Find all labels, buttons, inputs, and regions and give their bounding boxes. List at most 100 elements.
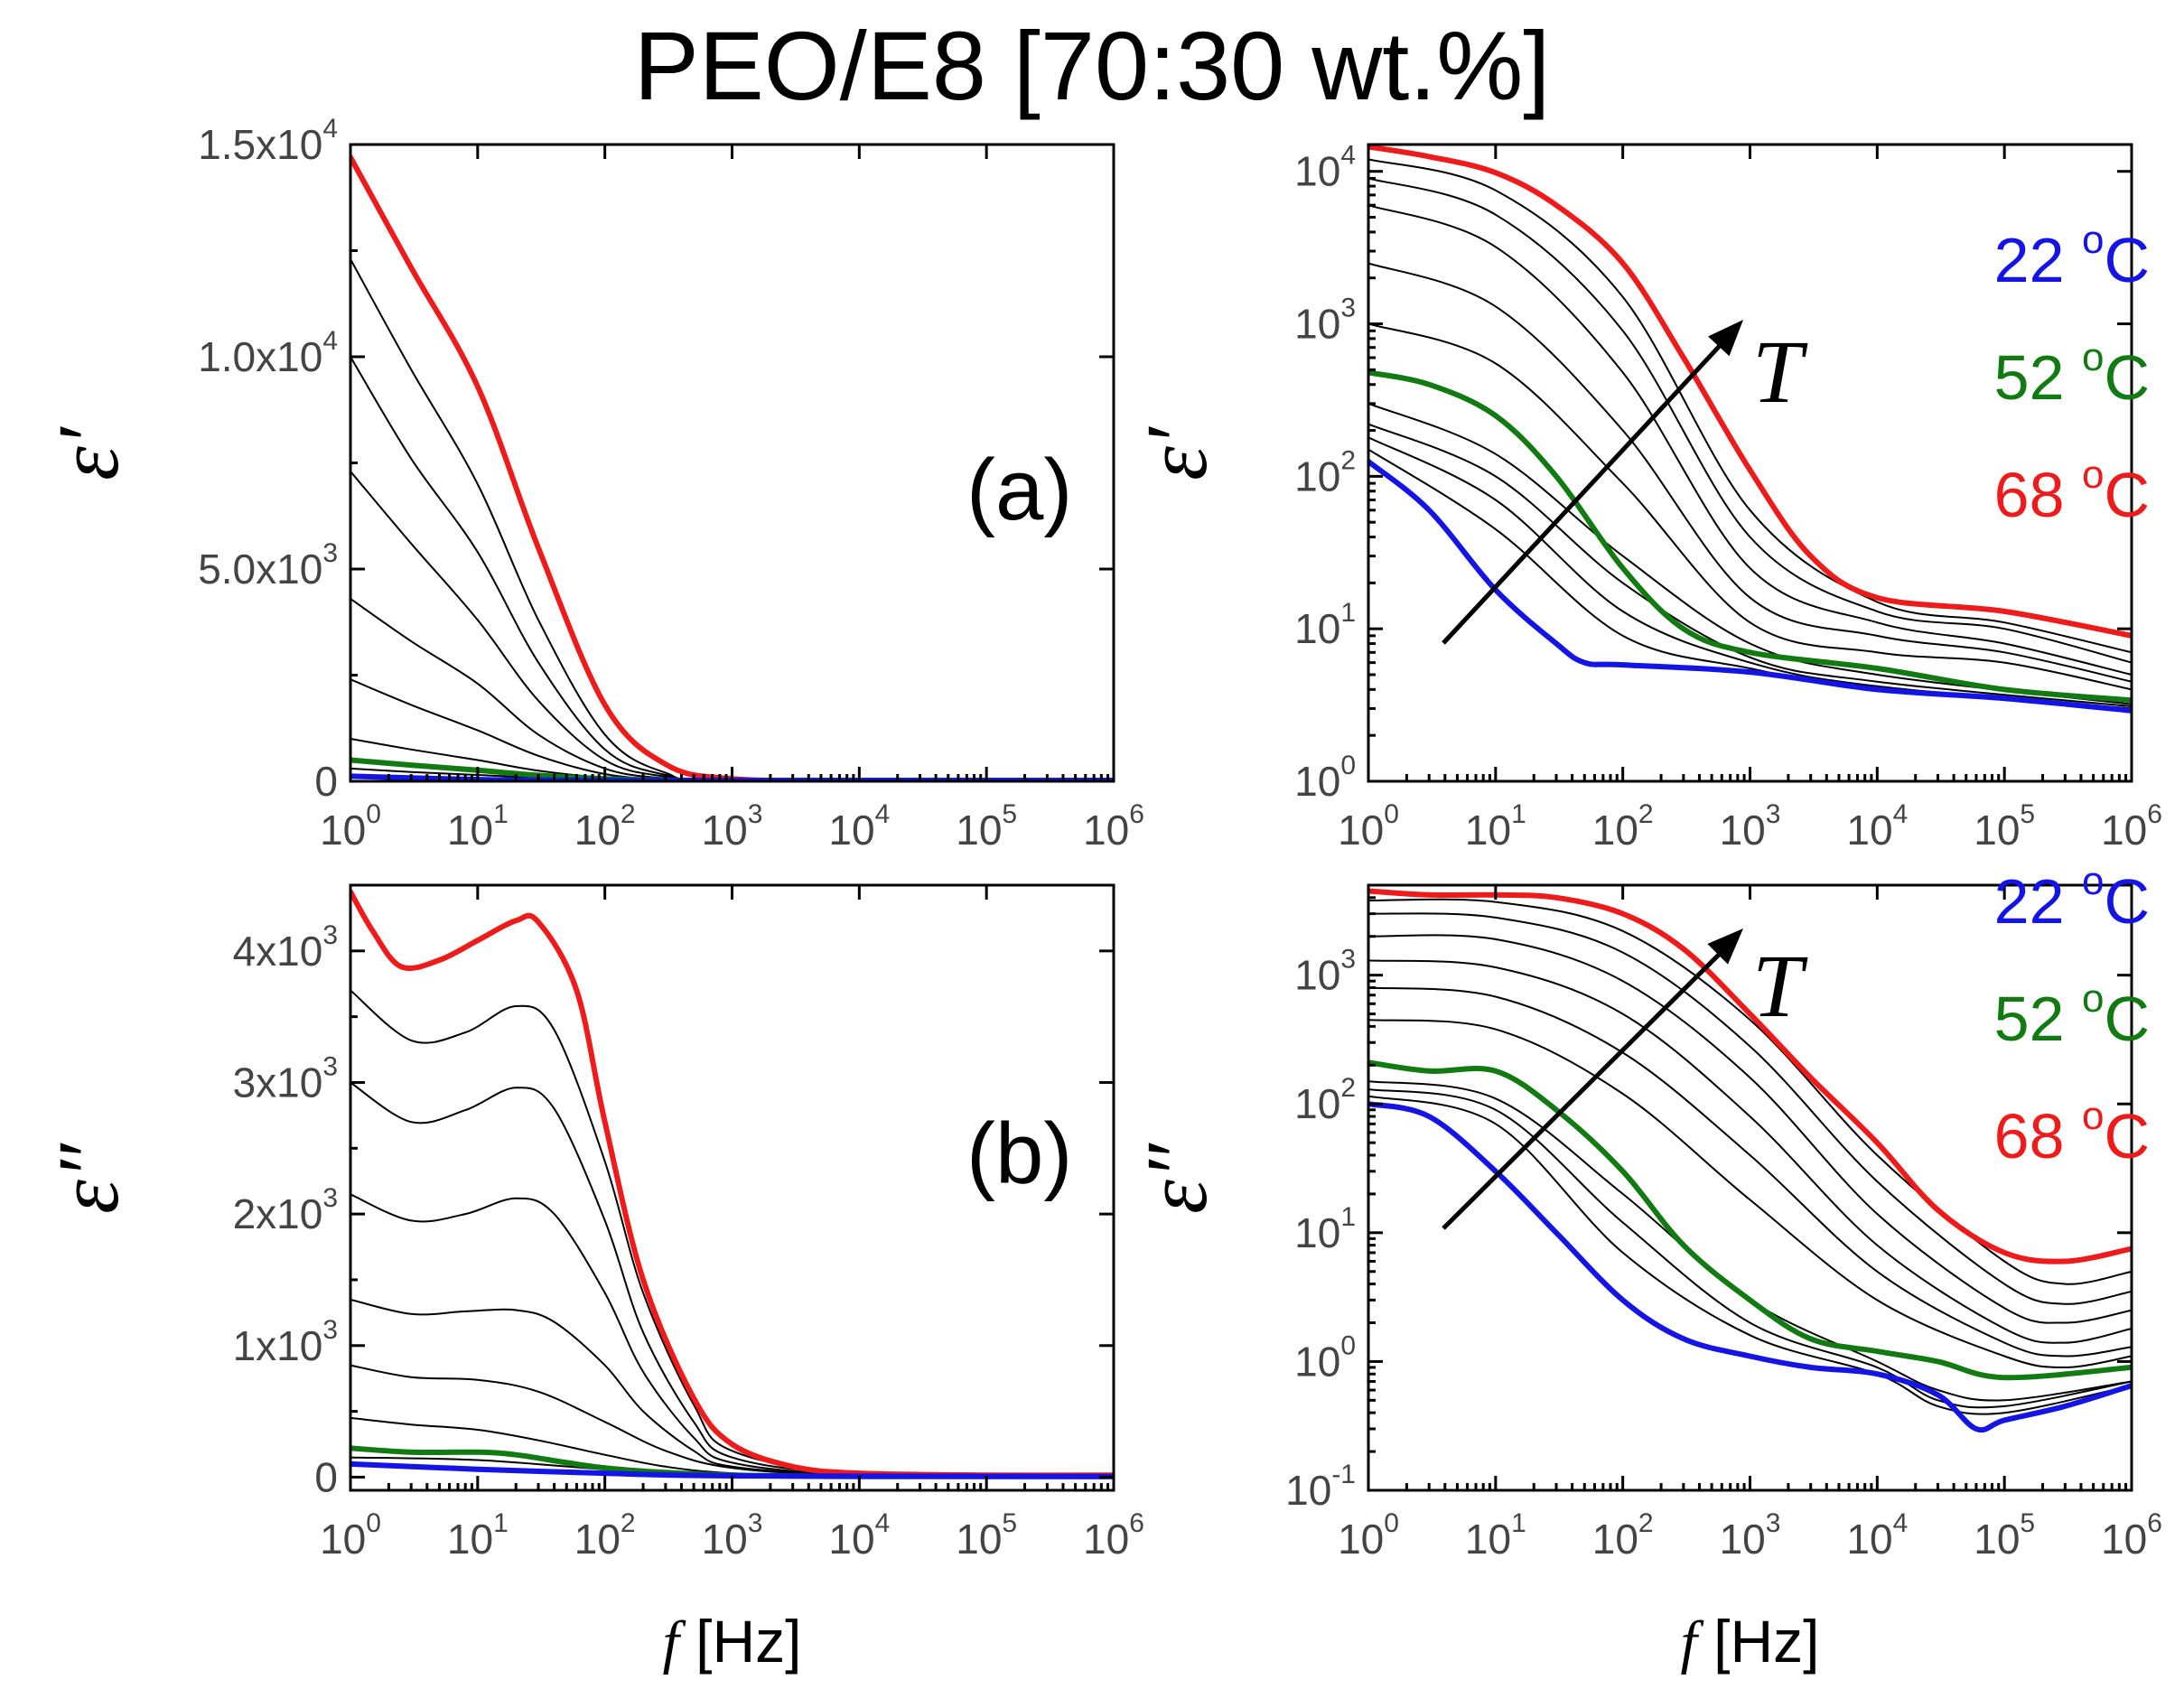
series-line-t9 — [350, 597, 1114, 781]
x-tick-label: 102 — [1592, 799, 1654, 854]
series-line-22c — [350, 1460, 1114, 1479]
arrow-head-icon — [1708, 320, 1743, 357]
x-tick-label: 105 — [956, 1508, 1017, 1563]
temperature-arrow — [1442, 334, 1731, 645]
x-tick-label: 101 — [447, 1508, 509, 1563]
series-line-t5 — [1368, 423, 2132, 707]
x-tick-label: 100 — [1338, 1508, 1399, 1563]
series-line-t8 — [350, 678, 1114, 781]
series-line-t12 — [350, 989, 1114, 1478]
series-line-t7 — [1368, 1019, 2132, 1368]
series-line-t9 — [1368, 959, 2132, 1344]
y-tick-label: 0 — [314, 1453, 338, 1500]
x-tick-label: 102 — [574, 1508, 636, 1563]
series-line-t11 — [1368, 177, 2132, 664]
series-line-22c — [1368, 459, 2132, 714]
y-axis-label: ε′ — [1128, 425, 1225, 481]
y-tick-label: 103 — [1294, 294, 1356, 348]
series-line-68c — [1368, 888, 2132, 1264]
chart-panel-b: 100 101 102 103 104 105 106 0 1x103 2x103 3x103 4x1… — [40, 883, 1144, 1675]
series-line-t12 — [1368, 158, 2132, 654]
x-tick-label: 102 — [1592, 1508, 1654, 1563]
x-axis-label: f [Hz] — [1680, 1608, 1819, 1675]
y-tick-label: 5.0x103 — [198, 538, 338, 593]
x-tick-label: 106 — [2101, 799, 2162, 854]
y-tick-label: 103 — [1294, 945, 1356, 999]
x-tick-label: 101 — [1465, 799, 1526, 854]
chart-panel-a: 100 101 102 103 104 105 106 0 5.0x103 1.0x104 1.5x… — [40, 114, 1144, 854]
legend-entry-68: 68 oC — [1994, 453, 2150, 530]
legend-entry-68: 68 oC — [1994, 1094, 2150, 1171]
legend-entry-22: 22 oC — [1994, 218, 2150, 295]
x-tick-label: 104 — [828, 799, 890, 854]
series-line-t10 — [350, 1193, 1114, 1478]
series-line-t12 — [1368, 898, 2132, 1285]
x-axis-label: f [Hz] — [662, 1608, 801, 1675]
legend-entry-22: 22 oC — [1994, 859, 2150, 937]
x-tick-label: 106 — [1083, 799, 1144, 854]
y-axis-label: ε′ — [40, 425, 136, 481]
series-line-t4 — [1368, 1088, 2132, 1409]
y-tick-label: 104 — [1294, 141, 1356, 195]
x-tick-label: 103 — [1720, 1508, 1781, 1563]
y-tick-label: 100 — [1294, 751, 1356, 805]
y-axis-label: ε″ — [40, 1143, 136, 1214]
x-tick-label: 100 — [320, 799, 381, 854]
x-tick-label: 104 — [1846, 1508, 1908, 1563]
y-tick-label: 1.5x104 — [198, 114, 338, 168]
series-line-t11 — [1368, 912, 2132, 1305]
series-line-t11 — [350, 356, 1114, 781]
y-tick-label: 100 — [1294, 1330, 1356, 1385]
chart-panel-d: 100 101 102 103 104 105 10610-1100101102103ε″f… — [1128, 859, 2162, 1675]
x-tick-label: 100 — [320, 1508, 381, 1563]
series-line-t8 — [1368, 322, 2132, 691]
temperature-label: T — [1752, 322, 1808, 422]
chart-panel-c: 100 101 102 103 104 105 106 100 101 102 103 104 ε′ 22… — [1128, 141, 2162, 854]
panel-label-b: (b) — [966, 1106, 1072, 1202]
y-tick-label: 3x103 — [233, 1051, 338, 1106]
y-tick-label: 1x103 — [233, 1315, 338, 1369]
series-line-t9 — [1368, 262, 2132, 683]
temperature-arrow — [1442, 943, 1731, 1230]
y-tick-label: 10-1 — [1285, 1460, 1356, 1514]
arrow-head-icon — [1707, 928, 1743, 965]
x-tick-label: 103 — [1720, 799, 1781, 854]
x-tick-label: 104 — [1846, 799, 1908, 854]
series-line-t6 — [1368, 402, 2132, 705]
x-tick-label: 103 — [702, 799, 763, 854]
x-tick-label: 102 — [574, 799, 636, 854]
y-tick-label: 0 — [314, 758, 338, 805]
x-tick-label: 101 — [1465, 1508, 1526, 1563]
series-group — [1368, 888, 2132, 1433]
x-tick-label: 105 — [956, 799, 1017, 854]
series-group — [1368, 145, 2132, 714]
y-tick-label: 2x103 — [233, 1183, 338, 1237]
series-group — [350, 889, 1114, 1479]
series-line-68c — [350, 889, 1114, 1479]
x-tick-label: 103 — [702, 1508, 763, 1563]
y-axis-label: ε″ — [1128, 1143, 1225, 1214]
series-line-52c — [1368, 369, 2132, 704]
x-tick-label: 106 — [2101, 1508, 2162, 1563]
series-line-t8 — [1368, 986, 2132, 1358]
x-tick-label: 100 — [1338, 799, 1399, 854]
y-tick-label: 4x103 — [233, 920, 338, 975]
series-line-52c — [1368, 1059, 2132, 1381]
panel-label-a: (a) — [966, 442, 1072, 538]
y-tick-label: 1.0x104 — [198, 326, 338, 380]
y-tick-label: 102 — [1294, 1073, 1356, 1127]
legend-entry-52: 52 oC — [1994, 335, 2150, 413]
figure-title: PEO/E8 [70:30 wt.%] — [634, 11, 1551, 120]
x-tick-label: 106 — [1083, 1508, 1144, 1563]
series-line-t10 — [1368, 934, 2132, 1324]
series-line-t10 — [1368, 204, 2132, 676]
legend-entry-52: 52 oC — [1994, 976, 2150, 1054]
y-tick-label: 101 — [1294, 598, 1356, 652]
x-tick-label: 105 — [1974, 799, 2035, 854]
y-tick-label: 102 — [1294, 445, 1356, 499]
temperature-label: T — [1752, 936, 1808, 1036]
series-line-t3 — [1368, 1095, 2132, 1415]
x-tick-label: 105 — [1974, 1508, 2035, 1563]
x-tick-label: 101 — [447, 799, 509, 854]
